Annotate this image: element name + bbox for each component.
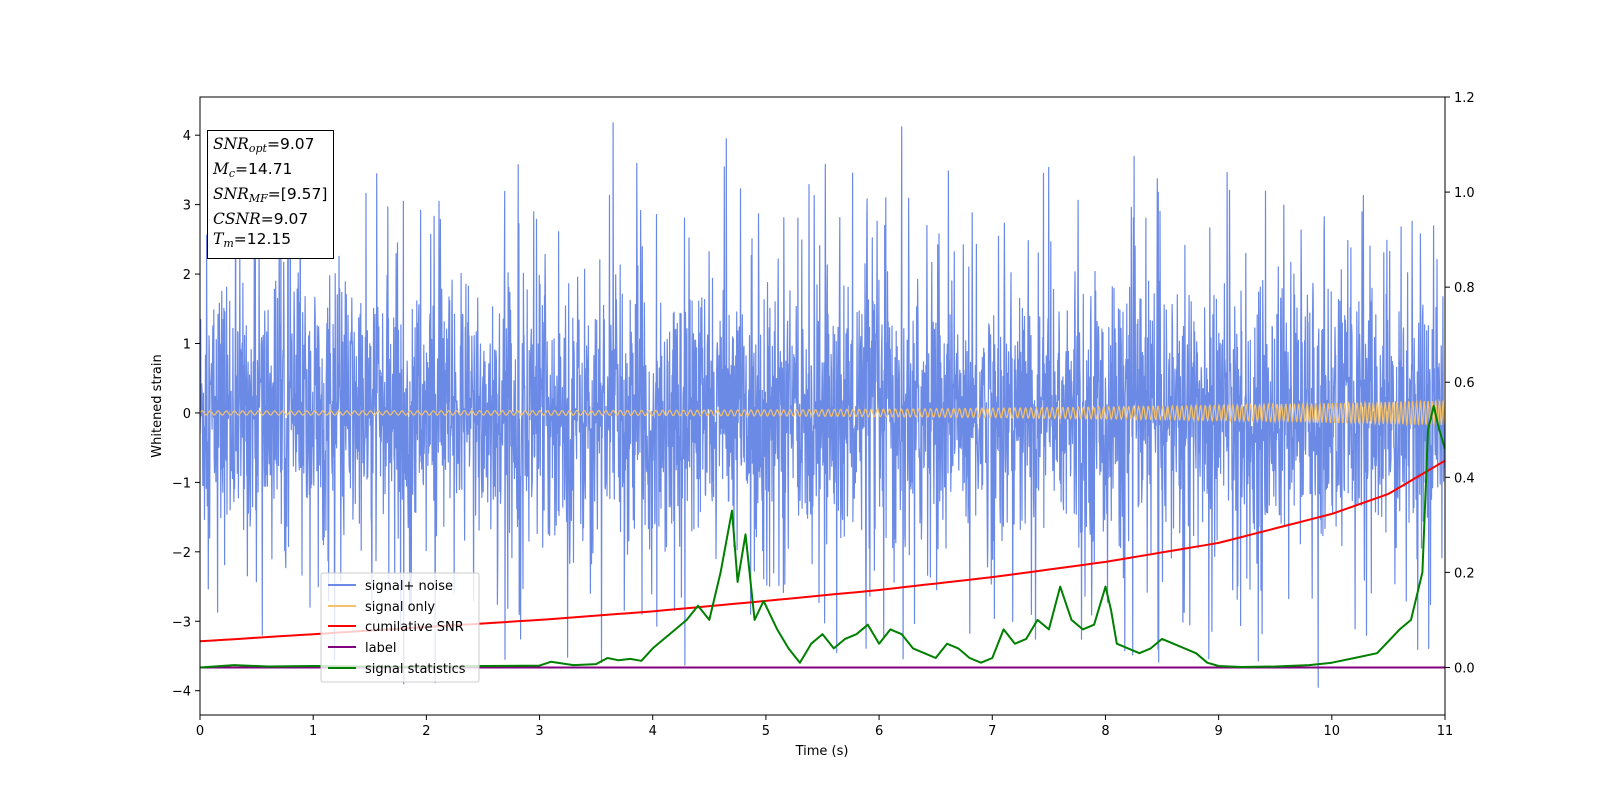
right-y-tick-label: 1.2 [1454, 91, 1475, 106]
x-tick-label: 7 [988, 724, 996, 739]
x-axis-ticks: 0 1 2 3 4 5 6 7 8 9 10 11 [196, 715, 1453, 739]
chirp-mass-value: 14.71 [248, 160, 293, 178]
parameters-box: SNRopt=9.07 Mc=14.71 SNRMF=[9.57] CSNR=9… [207, 130, 335, 259]
signal-only-series [200, 399, 1445, 428]
right-y-tick-label: 0.6 [1454, 376, 1475, 391]
y-tick-label: 0 [183, 407, 191, 422]
csnr-value: 9.07 [273, 210, 309, 228]
legend-label-signal-only: signal only [365, 600, 435, 615]
y-tick-label: 3 [183, 199, 191, 214]
csnr-row: CSNR=9.07 [213, 210, 309, 228]
x-tick-label: 6 [875, 724, 883, 739]
y-axis-ticks: −4 −3 −2 −1 0 1 2 3 4 [172, 129, 200, 700]
x-tick-label: 3 [535, 724, 543, 739]
signal-only-line [200, 399, 1445, 428]
snr-opt-row: SNRopt=9.07 [213, 135, 315, 155]
y-axis-label: Whitened strain [150, 354, 165, 457]
right-y-tick-label: 0.8 [1454, 281, 1475, 296]
right-y-tick-label: 1.0 [1454, 186, 1475, 201]
signal-plus-noise-line [200, 122, 1445, 688]
right-y-tick-label: 0.4 [1454, 471, 1475, 486]
signal-plus-noise-series [200, 122, 1445, 688]
legend-label-label: label [365, 641, 396, 656]
y-tick-label: 2 [183, 268, 191, 283]
snr-opt-value: 9.07 [279, 135, 315, 153]
x-tick-label: 5 [762, 724, 770, 739]
tm-value: 12.15 [246, 230, 292, 248]
plot-frame [199, 96, 1446, 716]
tm-row: Tm=12.15 [213, 230, 292, 250]
x-axis-label: Time (s) [795, 744, 849, 759]
right-y-axis-ticks: 0.0 0.2 0.4 0.6 0.8 1.0 1.2 [1445, 91, 1475, 676]
y-tick-label: 1 [183, 338, 191, 353]
legend: signal+ noise signal only cumilative SNR… [320, 572, 480, 683]
x-tick-label: 8 [1101, 724, 1109, 739]
y-tick-label: −1 [172, 476, 191, 491]
signal-statistics-series [200, 405, 1445, 669]
x-tick-label: 11 [1437, 724, 1454, 739]
x-tick-label: 1 [309, 724, 317, 739]
x-tick-label: 2 [422, 724, 430, 739]
legend-label-signal-statistics: signal statistics [365, 662, 466, 677]
legend-label-signal-noise: signal+ noise [365, 579, 453, 594]
y-tick-label: −4 [172, 685, 191, 700]
right-y-tick-label: 0.0 [1454, 661, 1475, 676]
legend-box [320, 572, 480, 683]
signal-statistics-line [200, 405, 1445, 669]
chirp-mass-row: Mc=14.71 [213, 160, 293, 180]
y-tick-label: −2 [172, 546, 191, 561]
x-tick-label: 10 [1324, 724, 1341, 739]
snr-mf-value: [9.57] [280, 185, 328, 203]
y-tick-label: −3 [172, 615, 191, 630]
x-tick-label: 0 [196, 724, 204, 739]
snr-mf-row: SNRMF=[9.57] [213, 185, 328, 205]
x-tick-label: 9 [1214, 724, 1222, 739]
x-tick-label: 4 [649, 724, 657, 739]
y-tick-label: 4 [183, 129, 191, 144]
right-y-tick-label: 0.2 [1454, 566, 1475, 581]
legend-label-cumulative-snr: cumilative SNR [365, 620, 464, 635]
